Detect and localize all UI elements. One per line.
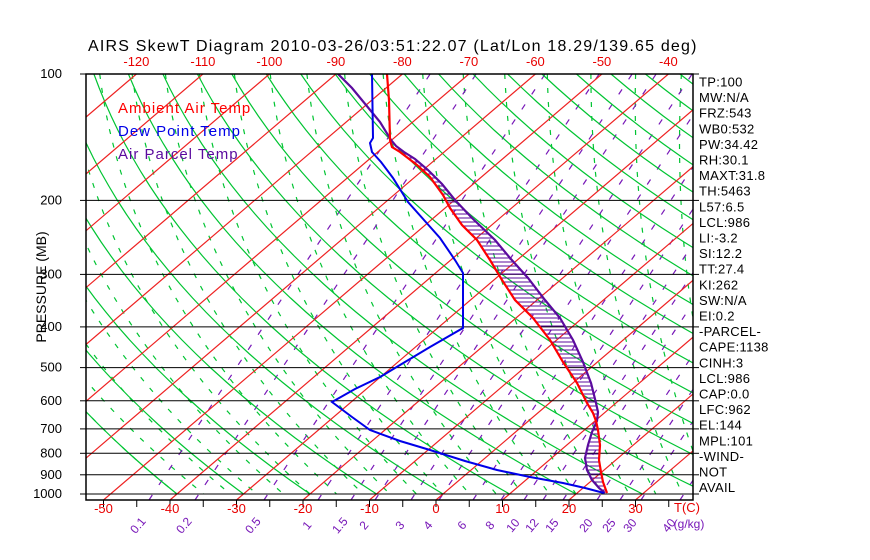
mixing-ratio-label: 6 xyxy=(454,518,469,532)
stat-line: EL:144 xyxy=(699,418,742,433)
legend-dew-point-temp: Dew Point Temp xyxy=(118,123,241,140)
stat-line: TH:5463 xyxy=(699,184,751,199)
bottom-temp-label: 20 xyxy=(562,501,576,516)
bottom-temp-label: 10 xyxy=(495,501,509,516)
temp-unit-label: T(C) xyxy=(674,500,700,515)
mixing-ratio-label: 0.1 xyxy=(127,514,149,536)
mixing-ratio-label: 12 xyxy=(522,516,542,535)
mixing-ratio-lines xyxy=(148,74,693,500)
top-axis-labels: -120 -110 -100 -90 -80 -70 -60 -50 -40 xyxy=(123,54,677,69)
legend-air-parcel-temp: Air Parcel Temp xyxy=(118,146,239,163)
mixing-ratio-label: 4 xyxy=(420,518,435,532)
pressure-gridlines xyxy=(86,73,693,495)
mixing-unit-label: (g/kg) xyxy=(674,517,705,531)
stat-line: SW:N/A xyxy=(699,293,747,308)
bottom-temp-label: 30 xyxy=(628,501,642,516)
pressure-label: 300 xyxy=(40,266,62,281)
stat-line: -WIND- xyxy=(699,449,744,464)
sounding-curves xyxy=(330,74,609,494)
mixing-ratio-label: 0.2 xyxy=(173,514,195,536)
axis-ticks xyxy=(80,73,699,507)
stat-line: L57:6.5 xyxy=(699,199,744,214)
stat-line: MAXT:31.8 xyxy=(699,168,765,183)
stat-line: NOT xyxy=(699,465,727,480)
mixing-ratio-label: 3 xyxy=(392,518,407,532)
top-temp-label: -40 xyxy=(659,54,678,69)
stat-line: EI:0.2 xyxy=(699,309,735,324)
stat-line: LCL:986 xyxy=(699,371,750,386)
stat-line: KI:262 xyxy=(699,277,738,292)
mixing-ratio-label: 8 xyxy=(482,518,497,532)
stat-line: FRZ:543 xyxy=(699,106,752,121)
mixing-ratio-label: 20 xyxy=(576,516,596,535)
stat-line: WB0:532 xyxy=(699,121,755,136)
stat-line: -PARCEL- xyxy=(699,324,761,339)
top-temp-label: -110 xyxy=(190,54,215,69)
stat-line: TT:27.4 xyxy=(699,262,744,277)
top-temp-label: -60 xyxy=(526,54,545,69)
top-temp-label: -90 xyxy=(327,54,346,69)
mixing-ratio-label: 15 xyxy=(542,516,562,535)
stat-line: AVAIL xyxy=(699,480,735,495)
stat-line: CAP:0.0 xyxy=(699,387,750,402)
bottom-temp-label: -50 xyxy=(94,501,113,516)
legend-ambient-air-temp: Ambient Air Temp xyxy=(118,100,251,117)
mixing-ratio-labels: 0.1 0.2 0.5 1 1.5 2 3 4 6 8 10 12 15 20 25 30 40(g/kg) xyxy=(127,514,704,536)
mixing-ratio-label: 30 xyxy=(620,516,640,535)
dew-point-temp-curve xyxy=(330,74,605,494)
stat-line: CINH:3 xyxy=(699,355,743,370)
top-temp-label: -70 xyxy=(460,54,479,69)
mixing-ratio-label: 25 xyxy=(599,516,619,535)
stat-line: MPL:101 xyxy=(699,433,753,448)
stat-line: MW:N/A xyxy=(699,90,749,105)
top-temp-label: -100 xyxy=(256,54,282,69)
pressure-label: 900 xyxy=(40,467,62,482)
stat-line: RH:30.1 xyxy=(699,153,749,168)
pressure-label: 100 xyxy=(40,66,62,81)
pressure-label: 400 xyxy=(40,319,62,334)
legend: Ambient Air Temp Dew Point Temp Air Parc… xyxy=(118,100,251,163)
stat-line: SI:12.2 xyxy=(699,246,742,261)
ambient-air-temp-curve xyxy=(385,74,609,494)
mixing-ratio-label: 1.5 xyxy=(329,514,351,536)
pressure-label: 1000 xyxy=(33,486,62,501)
bottom-temp-label: 0 xyxy=(432,501,439,516)
pressure-axis-title: PRESSURE (MB) xyxy=(33,231,49,342)
mixing-ratio-label: 0.5 xyxy=(242,514,264,536)
bottom-temp-label: -40 xyxy=(161,501,180,516)
pressure-label: 200 xyxy=(40,192,62,207)
stats-panel: TP:100MW:N/AFRZ:543WB0:532PW:34.42RH:30.… xyxy=(699,75,769,496)
dry-adiabats xyxy=(86,74,693,495)
mixing-ratio-label: 2 xyxy=(356,518,371,532)
plot-border xyxy=(85,73,694,501)
air-parcel-temp-curve xyxy=(337,74,606,494)
top-temp-label: -50 xyxy=(593,54,612,69)
pressure-labels: 100 200 300 400 500 600 700 800 900 1000 xyxy=(33,66,62,501)
bottom-temp-label: -30 xyxy=(227,501,246,516)
plot-title: AIRS SkewT Diagram 2010-03-26/03:51:22.0… xyxy=(88,38,698,55)
stat-line: TP:100 xyxy=(699,75,743,90)
bottom-temp-label: -20 xyxy=(294,501,313,516)
top-temp-label: -120 xyxy=(123,54,149,69)
bottom-axis-labels: -50 -40 -30 -20 -10 0 10 20 30 T(C) xyxy=(94,500,700,516)
stat-line: LFC:962 xyxy=(699,402,751,417)
cape-hatching xyxy=(396,149,606,491)
pressure-label: 800 xyxy=(40,445,62,460)
stat-line: CAPE:1138 xyxy=(699,340,769,355)
stat-line: LCL:986 xyxy=(699,215,750,230)
bottom-temp-label: -10 xyxy=(360,501,379,516)
mixing-ratio-label: 10 xyxy=(503,516,523,535)
stat-line: PW:34.42 xyxy=(699,137,758,152)
pressure-label: 600 xyxy=(40,393,62,408)
top-temp-label: -80 xyxy=(393,54,412,69)
mixing-ratio-label: 1 xyxy=(299,518,314,532)
pressure-label: 500 xyxy=(40,360,62,375)
stat-line: LI:-3.2 xyxy=(699,231,738,246)
pressure-label: 700 xyxy=(40,421,62,436)
